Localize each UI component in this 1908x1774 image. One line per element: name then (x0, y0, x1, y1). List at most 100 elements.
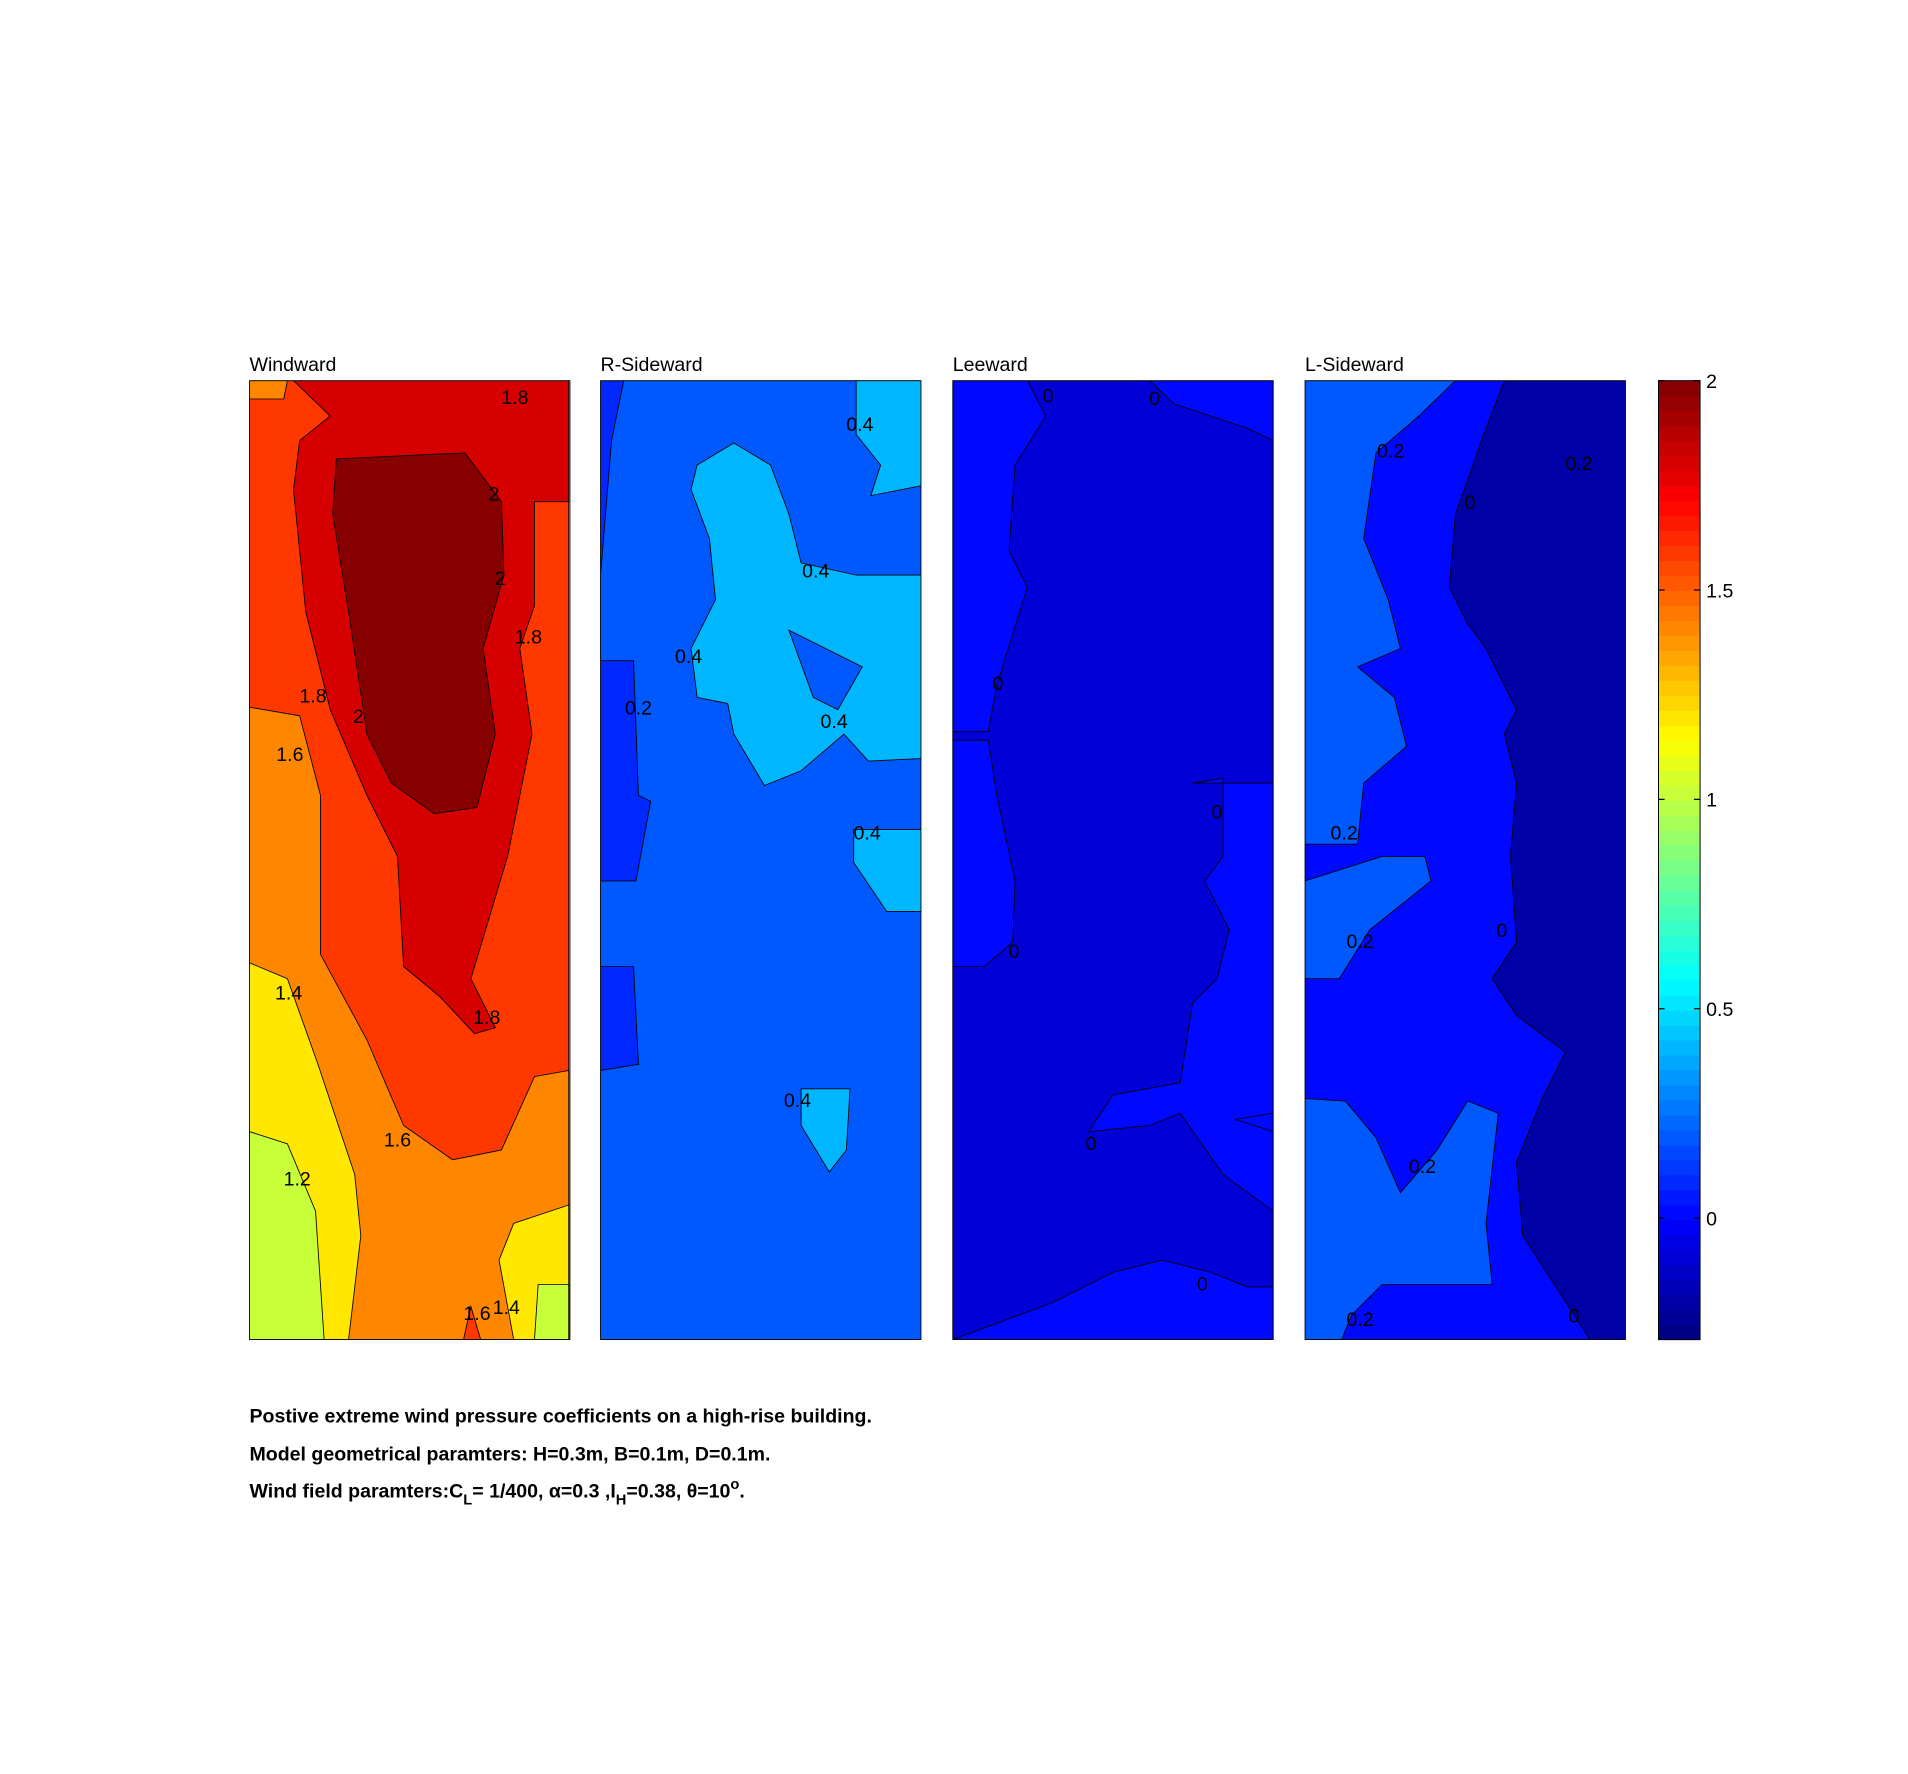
colorbar-step (1658, 860, 1701, 876)
colorbar-step (1658, 650, 1701, 666)
contour-label: 0.4 (821, 711, 848, 733)
contour-label: 1.2 (284, 1168, 311, 1190)
colorbar-step (1658, 1279, 1701, 1296)
contour-label: 0 (1465, 492, 1476, 514)
contour-label: 1.8 (501, 387, 528, 409)
colorbar-step (1658, 665, 1701, 681)
contour-region (855, 380, 921, 497)
param-sub: L (463, 1493, 472, 1509)
contour-region (690, 442, 921, 787)
colorbar-step (1658, 530, 1701, 547)
colorbar-step (1658, 800, 1701, 816)
contour-label: 0.2 (1346, 1309, 1373, 1331)
panel-frame (249, 380, 571, 1340)
note: Model geometrical paramters: H=0.3m, B=0… (250, 1444, 771, 1466)
colorbar-step (1658, 845, 1701, 861)
contour-label: 0.2 (1409, 1156, 1436, 1178)
contour-label: 0 (1197, 1274, 1208, 1296)
colorbar-step (1658, 560, 1701, 577)
colorbar-step (1658, 1234, 1701, 1251)
colorbar-step (1658, 545, 1701, 562)
colorbar-step (1658, 1084, 1701, 1101)
contour-label: 0.2 (1565, 453, 1592, 475)
contour-panel (1304, 380, 1626, 1340)
contour-region (1305, 855, 1432, 980)
contour-label: 0.2 (1346, 931, 1373, 953)
contour-label: 2 (489, 484, 500, 506)
contour-region (800, 1088, 851, 1173)
contour-label: 1.8 (515, 627, 542, 649)
colorbar-tick-label: 0.5 (1706, 999, 1733, 1021)
colorbar-step (1658, 590, 1701, 606)
contour-region (332, 452, 505, 815)
colorbar-step (1658, 710, 1701, 726)
colorbar-step (1658, 680, 1701, 696)
contour-label: 0 (1497, 920, 1508, 942)
colorbar-step (1658, 410, 1701, 427)
contour-label: 0.4 (784, 1090, 811, 1112)
contour-region (249, 1131, 325, 1340)
colorbar-step (1658, 725, 1701, 741)
colorbar-step (1658, 500, 1701, 517)
contour-label: 0 (1212, 802, 1223, 824)
colorbar-step (1658, 1309, 1701, 1326)
param-sub: H (616, 1493, 627, 1509)
colorbar-step (1658, 1159, 1701, 1176)
colorbar-step (1658, 380, 1701, 397)
colorbar-step (1658, 1039, 1701, 1056)
panel-frame (1304, 380, 1626, 1340)
panel-title: L-Sideward (1305, 354, 1404, 376)
panel-title: Windward (250, 354, 337, 376)
colorbar-step (1658, 994, 1701, 1011)
colorbar-step (1658, 395, 1701, 412)
colorbar-step (1658, 949, 1701, 966)
colorbar-step (1658, 695, 1701, 711)
colorbar-step (1658, 770, 1701, 786)
contour-label: 0 (1149, 388, 1160, 410)
contour-label: 0.4 (802, 561, 829, 583)
contour-label: 2 (353, 706, 364, 728)
contour-label: 0 (1043, 386, 1054, 408)
contour-panel (952, 380, 1274, 1340)
colorbar-step (1658, 1009, 1701, 1026)
colorbar-step (1658, 470, 1701, 487)
contour-label: 1.6 (463, 1303, 490, 1325)
colorbar-step (1658, 1144, 1701, 1161)
colorbar-step (1658, 485, 1701, 502)
contour-region (600, 660, 652, 882)
contour-label: 0 (993, 673, 1004, 695)
param-text: =0.38, θ=10 (626, 1480, 730, 1502)
contour-label: 1.4 (493, 1297, 520, 1319)
contour-label: 0.4 (675, 646, 702, 668)
colorbar-step (1658, 920, 1701, 936)
panel-title: Leeward (953, 354, 1028, 376)
colorbar-frame (1658, 380, 1701, 1341)
colorbar-step (1658, 875, 1701, 891)
colorbar-step (1658, 1264, 1701, 1281)
param-text: = 1/400, α=0.3 ,I (472, 1480, 616, 1502)
colorbar-step (1658, 635, 1701, 651)
contour-label: 1.6 (384, 1129, 411, 1151)
colorbar-step (1658, 815, 1701, 831)
colorbar-step (1658, 1114, 1701, 1131)
colorbar-step (1658, 785, 1701, 801)
note: Postive extreme wind pressure coefficien… (250, 1406, 872, 1428)
colorbar-step (1658, 1129, 1701, 1146)
colorbar-step (1658, 964, 1701, 981)
colorbar-tick-label: 2 (1706, 371, 1717, 393)
colorbar-step (1658, 455, 1701, 472)
colorbar-step (1658, 935, 1701, 951)
contour-region (1305, 1098, 1499, 1340)
colorbar-step (1658, 755, 1701, 771)
colorbar-tick-label: 1 (1706, 790, 1717, 812)
contour-region (534, 1284, 570, 1340)
contour-region (952, 380, 1047, 733)
contour-label: 0.2 (1377, 441, 1404, 463)
colorbar-step (1658, 830, 1701, 846)
contour-region (788, 629, 863, 711)
contour-label: 0.4 (846, 414, 873, 436)
contour-label: 0.2 (1331, 822, 1358, 844)
contour-region (1305, 380, 1457, 845)
contour-region (1149, 380, 1274, 442)
